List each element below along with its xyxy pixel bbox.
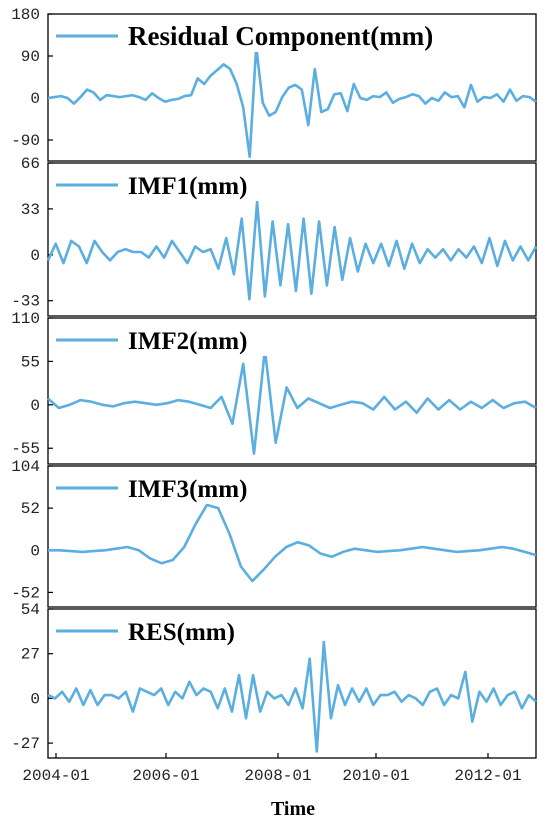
- y-tick-label: -33: [11, 293, 40, 311]
- legend-label: RES(mm): [128, 619, 235, 646]
- panel-frame: [47, 465, 537, 608]
- series-line: [47, 45, 537, 159]
- legend-label: IMF1(mm): [128, 173, 247, 200]
- x-tick-label: 2004-01: [22, 767, 89, 785]
- x-axis: 2004-01 2006-01 2008-01 2010-01 2012-01: [22, 753, 522, 785]
- legend-background: [50, 320, 270, 356]
- series-line: [47, 640, 537, 753]
- x-axis-label: Time: [271, 798, 315, 820]
- legend-label: Residual Component(mm): [128, 21, 433, 51]
- y-tick-label: -55: [11, 440, 40, 458]
- x-tick-label: 2008-01: [244, 767, 311, 785]
- y-tick-label: -52: [11, 584, 40, 602]
- panel-3: 110 55 0 -55 IMF2(mm): [11, 310, 537, 465]
- panel-1: 180 90 0 -90 Residual Component(mm): [11, 6, 537, 162]
- series-line: [46, 200, 538, 301]
- x-tick-label: 2006-01: [132, 767, 199, 785]
- series-line: [47, 348, 537, 455]
- legend: IMF2(mm): [50, 320, 270, 356]
- panel-frame: [47, 608, 537, 759]
- y-tick-label: 27: [21, 646, 40, 664]
- y-tick-label: 55: [21, 353, 40, 371]
- y-tick-label: 0: [30, 90, 40, 108]
- y-tick-label: 90: [21, 48, 40, 66]
- panel-frame: [47, 317, 537, 465]
- panel-frame: [47, 162, 537, 317]
- legend: RES(mm): [50, 611, 250, 647]
- panel-5: 54 27 0 -27 RES(mm): [11, 601, 537, 759]
- y-tick-label: 0: [30, 397, 40, 415]
- legend-background: [50, 165, 270, 201]
- y-tick-label: 180: [11, 6, 40, 24]
- legend-background: [50, 468, 270, 504]
- y-tick-label: 0: [30, 247, 40, 265]
- y-tick-label: 52: [21, 500, 40, 518]
- y-tick-label: 33: [21, 201, 40, 219]
- series-line: [48, 503, 537, 583]
- y-tick-label: 0: [30, 542, 40, 560]
- y-tick-label: 66: [21, 155, 40, 173]
- panel-4: 104 52 0 -52 IMF3(mm): [11, 458, 537, 608]
- legend: IMF3(mm): [50, 468, 270, 504]
- y-tick-label: 0: [30, 690, 40, 708]
- y-tick-label: 110: [11, 310, 40, 328]
- panel-frame: [47, 13, 537, 162]
- y-tick-label: -90: [11, 132, 40, 150]
- y-tick-label: -27: [11, 735, 40, 753]
- legend-background: [50, 611, 250, 647]
- panels-layer: 180 90 0 -90 Residual Component(mm) 66 33 0 -33 I…: [11, 6, 538, 759]
- x-tick-label: 2012-01: [454, 767, 521, 785]
- y-tick-label: 104: [11, 458, 40, 476]
- legend: IMF1(mm): [50, 165, 270, 201]
- legend: Residual Component(mm): [50, 16, 450, 52]
- x-tick-label: 2010-01: [342, 767, 409, 785]
- legend-label: IMF2(mm): [128, 328, 247, 355]
- y-tick-label: 54: [21, 601, 40, 619]
- legend-label: IMF3(mm): [128, 476, 247, 503]
- panel-2: 66 33 0 -33 IMF1(mm): [11, 155, 538, 317]
- legend-background: [50, 16, 450, 52]
